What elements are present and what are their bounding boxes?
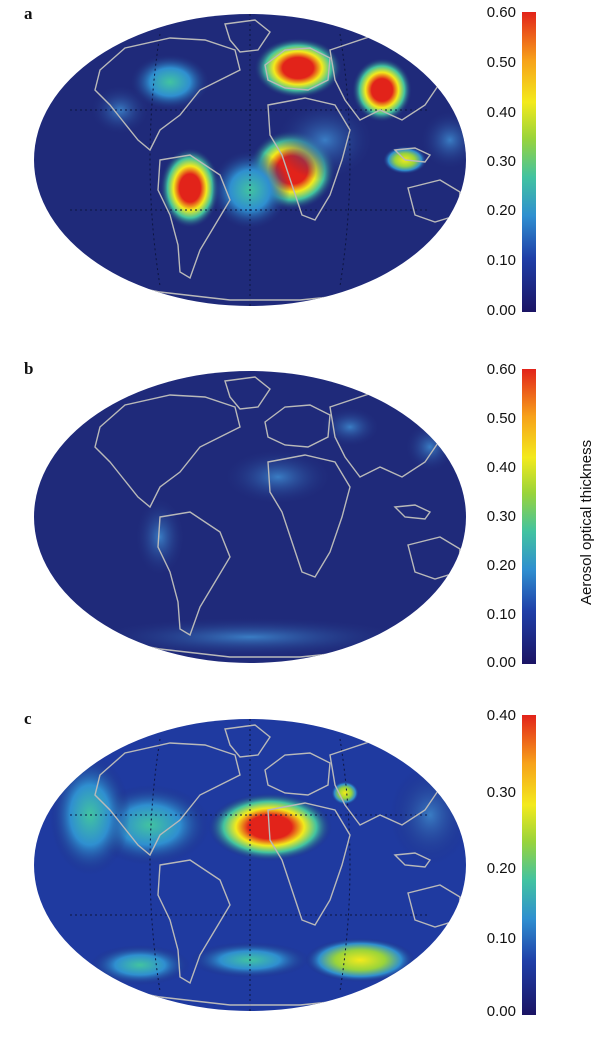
colorbar-tick: 0.60: [486, 361, 516, 378]
colorbar-tick: 0.10: [486, 930, 516, 947]
colorbar-tick: 0.40: [486, 459, 516, 476]
colorbar: [522, 715, 536, 1015]
colorbar-tick: 0.00: [486, 654, 516, 671]
colorbar: [522, 12, 536, 312]
panel-c: c 0.40 0.30 0.20 0.10 0.00: [0, 705, 600, 1035]
panel-b: b 0.60 0.50 0.40 0.30 0.20 0.10 0.00: [0, 355, 600, 685]
colorbar-tick: 0.20: [486, 557, 516, 574]
colorbar-tick: 0.10: [486, 252, 516, 269]
colorbar-tick: 0.30: [486, 508, 516, 525]
panel-label: a: [24, 4, 33, 23]
panel-label: c: [24, 709, 32, 728]
colorbar-tick: 0.20: [486, 860, 516, 877]
colorbar-tick: 0.30: [486, 784, 516, 801]
colorbar-tick: 0.00: [486, 1003, 516, 1020]
colorbar-tick: 0.60: [486, 4, 516, 21]
colorbar-tick: 0.40: [486, 104, 516, 121]
aerosol-map-a: [34, 14, 466, 306]
aerosol-map-b: [34, 371, 466, 663]
colorbar-tick: 0.10: [486, 606, 516, 623]
colorbar-tick: 0.50: [486, 410, 516, 427]
colorbar-tick: 0.30: [486, 153, 516, 170]
colorbar: [522, 369, 536, 664]
colorbar-tick: 0.40: [486, 707, 516, 724]
colorbar-tick: 0.50: [486, 54, 516, 71]
colorbar-tick: 0.20: [486, 202, 516, 219]
panel-label: b: [24, 359, 34, 378]
colorbar-title: Aerosol optical thickness: [578, 439, 595, 605]
aerosol-map-c: [34, 719, 466, 1011]
panel-a: a 0.60 0.50 0.40 0.30 0.20 0.10 0.00: [0, 0, 600, 330]
colorbar-tick: 0.00: [486, 302, 516, 319]
